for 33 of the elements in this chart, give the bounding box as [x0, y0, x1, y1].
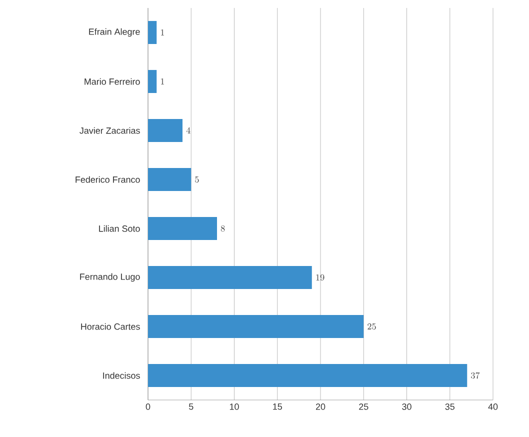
- y-tick-label: Indecisos: [103, 372, 140, 379]
- x-tick-label: 20: [316, 404, 326, 410]
- bar: [148, 168, 192, 192]
- data-label: 8: [220, 225, 225, 232]
- x-tick-label: 10: [230, 404, 239, 410]
- bar: [148, 364, 468, 388]
- bar: [148, 266, 312, 290]
- y-tick-label: Javier Zacarias: [80, 127, 140, 134]
- x-tick-label: 15: [273, 404, 282, 410]
- bar: [148, 118, 183, 142]
- data-label: 37: [471, 372, 480, 379]
- data-label: 4: [186, 127, 190, 134]
- data-label: 5: [195, 176, 199, 183]
- bar: [148, 20, 157, 44]
- data-label: 1: [160, 78, 164, 84]
- x-tick-label: 5: [189, 404, 194, 410]
- x-tick-label: 40: [488, 404, 498, 410]
- bar: [148, 314, 364, 338]
- data-label: 1: [160, 29, 164, 36]
- y-tick-label: Mario Ferreiro: [84, 78, 140, 85]
- y-tick-label: Efrain Alegre: [89, 28, 140, 37]
- y-tick-label: Fernando Lugo: [80, 273, 140, 282]
- x-tick-label: 30: [402, 404, 412, 410]
- bar: [148, 216, 218, 240]
- y-tick-label: Horacio Cartes: [81, 323, 140, 330]
- x-tick-label: 0: [146, 404, 150, 410]
- y-tick-label: Federico Franco: [76, 176, 140, 183]
- data-label: 19: [316, 274, 324, 281]
- x-tick-label: 25: [359, 404, 368, 410]
- data-label: 25: [368, 323, 376, 330]
- bar: [148, 70, 157, 94]
- y-tick-label: Lilian Soto: [99, 225, 140, 232]
- x-tick-label: 35: [445, 404, 454, 410]
